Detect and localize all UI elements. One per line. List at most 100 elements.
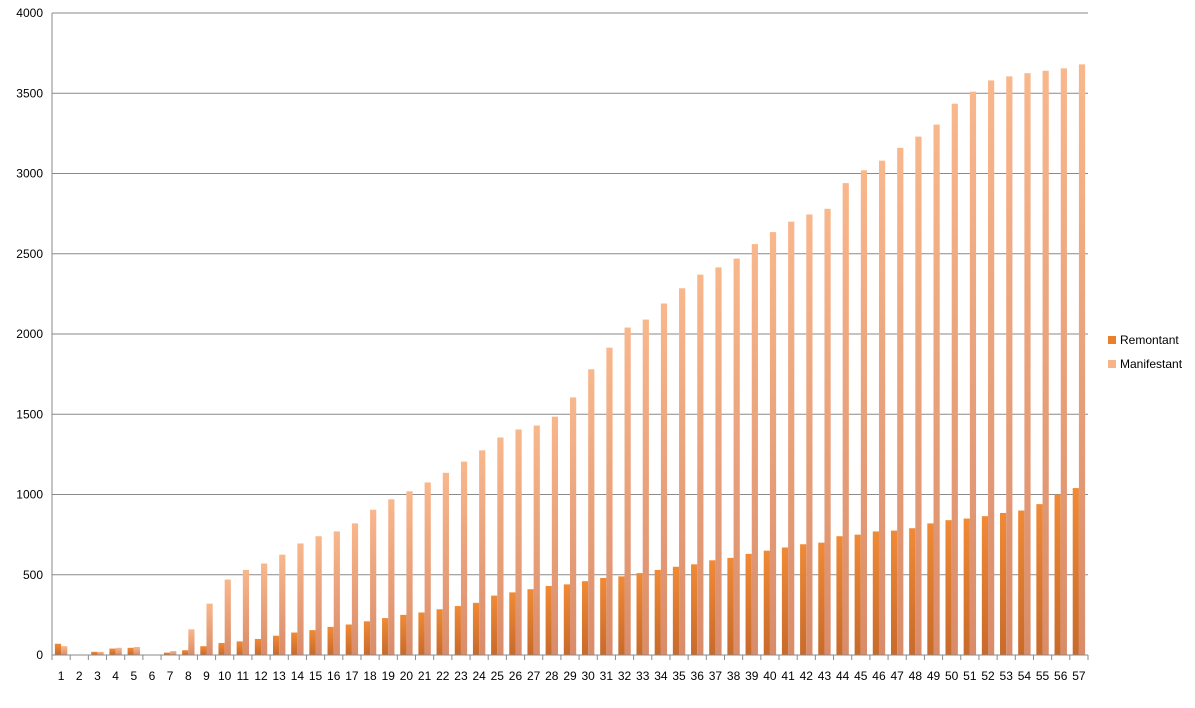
bar-manifestant-56: [1060, 68, 1067, 656]
bar-manifestant-13: [279, 554, 286, 655]
x-tick-label: 39: [745, 669, 759, 683]
x-tick-label: 53: [1000, 669, 1014, 683]
x-tick-label: 32: [618, 669, 632, 683]
bar-remontant-18: [363, 621, 371, 655]
x-tick-label: 30: [582, 669, 596, 683]
x-tick-label: 41: [781, 669, 795, 683]
bar-remontant-56: [1054, 494, 1061, 655]
x-tick-label: 22: [436, 669, 450, 683]
bar-manifestant-51: [969, 91, 977, 655]
legend-label-manifestant: Manifestant: [1120, 357, 1183, 371]
x-tick-label: 44: [836, 669, 850, 683]
bar-manifestant-31: [606, 347, 613, 655]
bar-remontant-34: [654, 569, 661, 655]
x-tick-labels: 1 2 3 4 5 6 7 8 9 10 11 12 13 14 15 16 17 18 19 20 21 22 23 24 2…: [58, 669, 1086, 683]
bar-manifestant-26: [515, 429, 522, 655]
y-tick-label: 1000: [16, 488, 43, 502]
bar-remontant-33: [636, 573, 643, 655]
bar-remontant-8: [182, 650, 189, 655]
y-tick-label: 500: [23, 568, 43, 582]
x-tick-label: 17: [345, 669, 359, 683]
bar-remontant-29: [563, 584, 570, 655]
bar-remontant-45: [854, 534, 861, 656]
x-tick-label: 34: [654, 669, 668, 683]
x-tick-label: 46: [872, 669, 886, 683]
bar-manifestant-5: [133, 646, 140, 655]
bar-remontant-28: [545, 585, 552, 655]
bar-remontant-35: [672, 566, 680, 655]
y-tick-label: 2500: [16, 247, 43, 261]
axes: [51, 13, 1089, 660]
x-tick-label: 13: [273, 669, 287, 683]
bar-remontant-13: [272, 635, 280, 655]
y-tick-label: 3500: [16, 86, 43, 100]
legend-swatch-remontant: [1108, 336, 1116, 344]
bar-remontant-3: [91, 651, 98, 655]
y-tick-label: 2000: [16, 327, 43, 341]
bar-remontant-55: [1036, 504, 1043, 655]
x-tick-label: 4: [112, 669, 119, 683]
bar-manifestant-9: [206, 603, 213, 655]
bar-manifestant-38: [733, 258, 740, 655]
bar-manifestant-16: [333, 531, 340, 655]
bar-manifestant-32: [624, 327, 631, 655]
x-tick-label: 16: [327, 669, 341, 683]
bar-remontant-26: [509, 592, 516, 655]
x-tick-label: 11: [237, 669, 250, 683]
x-tick-label: 38: [727, 669, 741, 683]
bar-manifestant-28: [551, 416, 559, 655]
bar-remontant-19: [382, 618, 389, 655]
x-tick-label: 12: [254, 669, 268, 683]
bar-manifestant-23: [460, 461, 468, 655]
bar-remontant-25: [491, 595, 498, 655]
bar-manifestant-27: [533, 425, 540, 655]
bar-manifestant-40: [769, 232, 777, 655]
bar-manifestant-50: [951, 103, 958, 656]
bar-remontant-49: [927, 523, 934, 655]
bar-remontant-17: [345, 624, 352, 655]
bar-manifestant-7: [170, 650, 177, 655]
bar-remontant-11: [236, 641, 243, 655]
x-tick-label: 6: [149, 669, 156, 683]
bar-remontant-30: [581, 581, 589, 655]
y-tick-labels: 0 500 1000 1500 2000 2500 3000 3500 4000: [16, 6, 43, 662]
x-tick-label: 2: [76, 669, 83, 683]
bar-manifestant-36: [697, 274, 704, 655]
bar-remontant-1: [54, 643, 62, 655]
x-tick-label: 57: [1072, 669, 1086, 683]
x-tick-label: 21: [418, 669, 432, 683]
bar-remontant-44: [836, 536, 843, 655]
x-tick-label: 3: [94, 669, 101, 683]
bar-manifestant-39: [751, 244, 758, 655]
bar-remontant-48: [909, 528, 916, 655]
x-tick-label: 8: [185, 669, 192, 683]
bar-manifestant-11: [242, 569, 250, 655]
x-tick-label: 43: [818, 669, 832, 683]
x-tick-label: 18: [363, 669, 377, 683]
bar-manifestant-12: [261, 563, 268, 655]
bar-remontant-51: [963, 518, 970, 655]
bar-remontant-41: [781, 547, 789, 655]
x-tick-label: 29: [563, 669, 577, 683]
bar-manifestant-41: [788, 221, 795, 655]
bar-remontant-40: [763, 550, 770, 655]
bar-manifestant-34: [660, 303, 668, 655]
x-tick-label: 45: [854, 669, 868, 683]
x-tick-label: 35: [672, 669, 686, 683]
bar-manifestant-17: [351, 523, 359, 655]
x-tick-label: 5: [130, 669, 137, 683]
x-tick-label: 33: [636, 669, 650, 683]
bar-manifestant-52: [988, 80, 995, 655]
x-tick-label: 15: [309, 669, 323, 683]
bar-manifestant-30: [588, 369, 595, 655]
bar-remontant-9: [200, 646, 207, 655]
bar-manifestant-20: [406, 491, 413, 655]
bar-manifestant-43: [824, 208, 831, 655]
bar-manifestant-57: [1078, 64, 1086, 656]
bar-remontant-42: [800, 544, 807, 655]
bar-remontant-37: [709, 560, 716, 655]
bar-manifestant-1: [61, 646, 68, 655]
bar-remontant-57: [1072, 488, 1079, 655]
legend-swatch-manifestant: [1108, 360, 1116, 368]
